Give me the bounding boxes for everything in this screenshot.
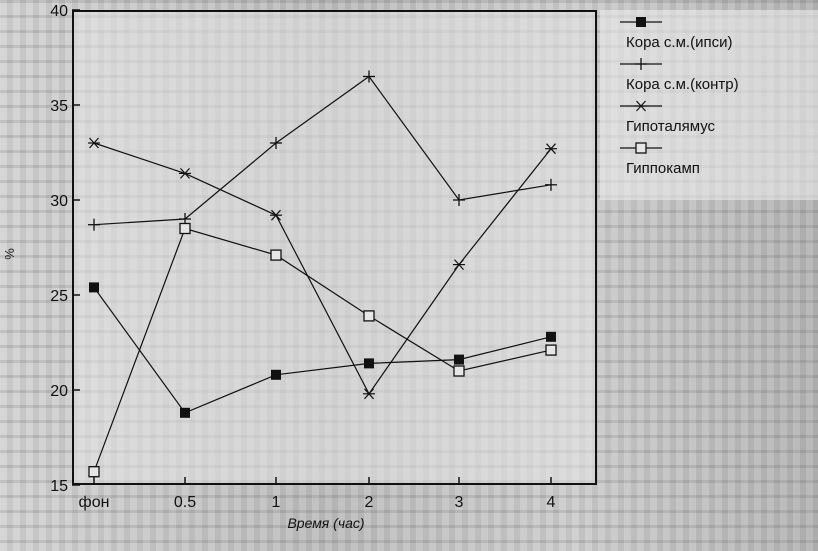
legend-label: Кора с.м.(ипси) bbox=[626, 34, 732, 51]
series-line bbox=[93, 227, 552, 472]
x-tick-label: 2 bbox=[365, 494, 374, 511]
series-3 bbox=[88, 137, 557, 400]
filled-square-marker bbox=[454, 354, 464, 365]
plus-marker bbox=[545, 178, 557, 191]
series-layer bbox=[88, 70, 557, 478]
asterisk-marker bbox=[270, 209, 282, 221]
open-square-marker bbox=[363, 310, 375, 322]
legend-panel bbox=[600, 10, 818, 200]
series-line bbox=[93, 75, 552, 226]
asterisk-marker bbox=[179, 167, 191, 179]
filled-square-marker bbox=[271, 369, 281, 380]
y-tick-label: 40 bbox=[50, 3, 68, 20]
plot-area bbox=[72, 10, 597, 485]
open-square-marker bbox=[635, 142, 647, 154]
filled-square-marker bbox=[546, 331, 556, 342]
series-line bbox=[93, 142, 552, 395]
filled-square-marker bbox=[180, 407, 190, 418]
asterisk-marker bbox=[635, 100, 647, 112]
y-tick-label: 25 bbox=[50, 288, 68, 305]
x-tick-label: 4 bbox=[547, 494, 556, 511]
y-axis-ticks: 15 20 25 30 35 40 bbox=[50, 3, 80, 495]
series-1 bbox=[89, 282, 556, 418]
legend-item-1: Кора с.м.(ипси) bbox=[620, 17, 732, 51]
x-tick-label: фон bbox=[79, 494, 110, 511]
legend: Кора с.м.(ипси) Кора с.м.(контр) Гипоталям… bbox=[620, 17, 739, 177]
legend-item-2: Кора с.м.(контр) bbox=[620, 58, 739, 93]
plus-marker bbox=[635, 58, 647, 70]
legend-item-4: Гиппокамп bbox=[620, 142, 700, 177]
x-tick-label: 3 bbox=[455, 494, 464, 511]
legend-label: Гиппокамп bbox=[626, 160, 700, 177]
asterisk-marker bbox=[453, 259, 465, 271]
y-tick-label: 20 bbox=[50, 383, 68, 400]
series-4 bbox=[88, 222, 557, 478]
open-square-marker bbox=[453, 365, 465, 377]
legend-label: Гипоталямус bbox=[626, 118, 716, 135]
y-tick-label: 15 bbox=[50, 478, 68, 495]
open-square-marker bbox=[88, 466, 100, 478]
x-axis-ticks: фон 0.5 1 2 3 4 bbox=[79, 477, 556, 511]
open-square-marker bbox=[179, 222, 191, 235]
series-line bbox=[93, 287, 552, 414]
filled-square-marker bbox=[89, 282, 99, 293]
x-tick-label: 0.5 bbox=[174, 494, 196, 511]
filled-square-marker bbox=[364, 358, 374, 369]
y-tick-label: 30 bbox=[50, 193, 68, 210]
filled-square-marker bbox=[636, 17, 646, 27]
asterisk-marker bbox=[363, 388, 375, 400]
open-square-marker bbox=[270, 249, 282, 261]
asterisk-marker bbox=[88, 137, 100, 149]
y-tick-label: 35 bbox=[50, 98, 68, 115]
x-axis-title: Время (час) bbox=[287, 515, 364, 531]
plus-marker bbox=[88, 218, 100, 231]
series-2 bbox=[88, 70, 557, 231]
x-tick-label: 1 bbox=[272, 494, 281, 511]
open-square-marker bbox=[545, 344, 557, 356]
plus-marker bbox=[270, 137, 282, 149]
legend-label: Кора с.м.(контр) bbox=[626, 76, 739, 93]
asterisk-marker bbox=[545, 143, 557, 155]
plus-marker bbox=[363, 70, 375, 83]
y-axis-title: % bbox=[2, 248, 17, 260]
legend-item-3: Гипоталямус bbox=[620, 100, 716, 135]
plus-marker bbox=[453, 194, 465, 206]
